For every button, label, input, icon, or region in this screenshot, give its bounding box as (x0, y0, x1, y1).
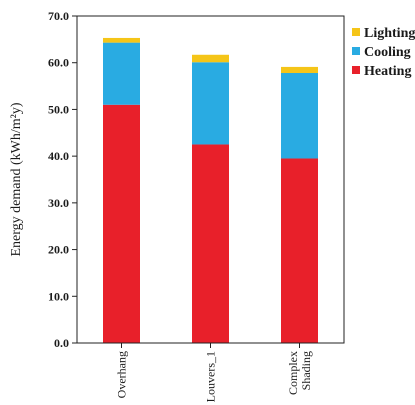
x-category-label: Complex Shading (286, 351, 313, 395)
legend-label-lighting: Lighting (364, 26, 415, 41)
y-tick-label: 20.0 (48, 243, 69, 257)
y-tick-label: 10.0 (48, 289, 69, 303)
bar-segment-lighting (192, 54, 229, 63)
bar-segment-heating (103, 104, 140, 343)
y-axis-title: Energy demand (kWh/m²y) (9, 102, 24, 256)
x-axis-labels: Overhang Louvers_1 Complex Shading (115, 351, 314, 402)
y-tick-label: 50.0 (48, 102, 69, 116)
bar-segment-cooling (192, 62, 229, 145)
legend-label-cooling: Cooling (364, 45, 411, 60)
y-tick-label: 0.0 (54, 336, 69, 350)
bar-segment-heating (192, 144, 229, 343)
y-tick-label: 40.0 (48, 149, 69, 163)
bar-segment-cooling (281, 72, 318, 159)
x-category-label-line: Louvers_1 (204, 351, 218, 402)
x-category-label-line: Complex (286, 351, 300, 395)
x-category-label: Overhang (115, 351, 129, 398)
legend-swatch-heating (352, 66, 360, 74)
legend-label-heating: Heating (364, 64, 411, 79)
legend: Lighting Cooling Heating (352, 26, 415, 79)
bar-segment-lighting (103, 37, 140, 43)
x-category-label-line: Shading (299, 351, 313, 390)
bars-group (103, 37, 318, 348)
x-category-label: Louvers_1 (204, 351, 218, 402)
x-category-label-line: Overhang (115, 351, 129, 398)
y-axis-ticks: 0.0 10.0 20.0 30.0 40.0 50.0 60.0 70.0 (48, 9, 77, 350)
legend-swatch-lighting (352, 28, 360, 36)
y-tick-label: 60.0 (48, 56, 69, 70)
bar-segment-heating (281, 158, 318, 343)
y-tick-label: 30.0 (48, 196, 69, 210)
y-tick-label: 70.0 (48, 9, 69, 23)
legend-swatch-cooling (352, 47, 360, 55)
bar-segment-lighting (281, 66, 318, 73)
plot-frame (76, 15, 345, 344)
bar-segment-cooling (103, 42, 140, 105)
